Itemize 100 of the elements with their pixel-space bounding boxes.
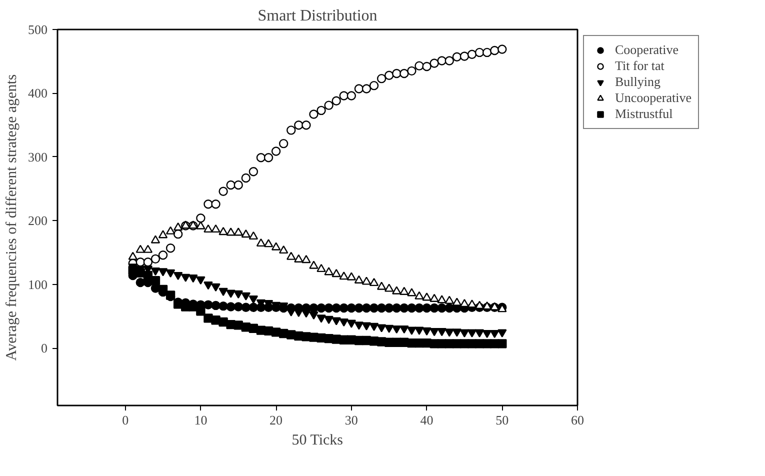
point: [430, 58, 439, 68]
x-axis-title: 50 Ticks: [292, 432, 344, 448]
point: [166, 244, 176, 253]
point: [286, 126, 296, 135]
point: [437, 339, 446, 348]
legend-label: Uncooperative: [615, 90, 692, 106]
point: [256, 153, 266, 162]
point: [392, 286, 402, 294]
y-tick-label: 300: [28, 149, 48, 164]
point: [309, 311, 318, 320]
point: [346, 303, 356, 313]
point: [414, 61, 424, 70]
point: [196, 306, 206, 316]
point: [452, 298, 462, 306]
point: [248, 302, 258, 312]
point: [407, 288, 416, 296]
point: [392, 68, 402, 78]
point: [362, 84, 372, 94]
x-tick-label: 0: [122, 412, 129, 428]
point: [143, 244, 153, 253]
point: [150, 254, 160, 264]
point: [234, 302, 243, 312]
point: [467, 329, 477, 338]
point: [376, 74, 386, 84]
point: [234, 290, 243, 299]
point: [354, 303, 364, 313]
legend-label: Mistrustful: [615, 106, 673, 122]
point: [211, 200, 220, 209]
point: [384, 284, 394, 292]
y-tick-label: 400: [28, 86, 48, 101]
point: [332, 334, 341, 344]
point: [211, 283, 220, 292]
point: [339, 272, 348, 280]
point: [498, 339, 507, 348]
point: [188, 274, 198, 283]
point: [196, 276, 206, 285]
point: [211, 300, 220, 310]
point: [324, 267, 334, 276]
y-axis-title: Average frequencies of different stratege agents: [4, 74, 20, 361]
point: [294, 120, 304, 130]
y-tick-label: 100: [28, 276, 48, 292]
x-tick-label: 20: [270, 412, 283, 428]
point: [444, 56, 454, 66]
point: [474, 329, 484, 338]
point: [422, 292, 432, 301]
x-tick-label: 50: [496, 412, 509, 428]
point: [166, 226, 176, 234]
point: [211, 224, 220, 233]
point: [460, 329, 470, 338]
point: [158, 250, 168, 260]
point: [241, 229, 251, 238]
point: [158, 268, 168, 276]
point: [407, 326, 416, 335]
x-tick-label: 30: [344, 412, 358, 428]
point: [248, 167, 258, 176]
point: [460, 298, 470, 308]
point: [437, 295, 446, 304]
point: [400, 68, 409, 78]
point: [422, 327, 432, 336]
chart-title: Smart Distribution: [258, 8, 378, 24]
point: [316, 264, 326, 272]
point: [490, 46, 500, 56]
point: [316, 314, 326, 323]
point: [150, 235, 160, 244]
point: [226, 290, 236, 298]
point: [196, 214, 206, 223]
point: [218, 186, 228, 196]
point: [128, 252, 138, 260]
point: [354, 84, 364, 94]
point: [362, 303, 372, 313]
point: [302, 310, 311, 318]
point: [384, 303, 394, 313]
point: [204, 200, 213, 209]
point: [143, 270, 153, 280]
point: [474, 48, 484, 58]
point: [422, 303, 432, 313]
point: [362, 276, 372, 285]
point: [392, 325, 402, 334]
point: [248, 296, 258, 304]
point: [444, 296, 454, 304]
point: [467, 50, 477, 59]
point: [422, 62, 432, 72]
point: [264, 153, 274, 162]
point: [430, 328, 439, 336]
point: [400, 286, 409, 295]
point: [376, 282, 386, 290]
point: [430, 303, 439, 313]
point: [316, 303, 326, 313]
point: [369, 322, 379, 332]
point: [241, 302, 251, 312]
y-tick-label: 0: [41, 340, 48, 356]
x-tick-label: 60: [571, 412, 584, 428]
point: [150, 276, 160, 286]
point: [339, 318, 348, 327]
point: [369, 278, 379, 286]
point: [294, 254, 304, 262]
legend-label: Bullying: [615, 74, 661, 90]
point: [173, 222, 183, 231]
point: [218, 301, 228, 311]
point: [346, 272, 356, 280]
